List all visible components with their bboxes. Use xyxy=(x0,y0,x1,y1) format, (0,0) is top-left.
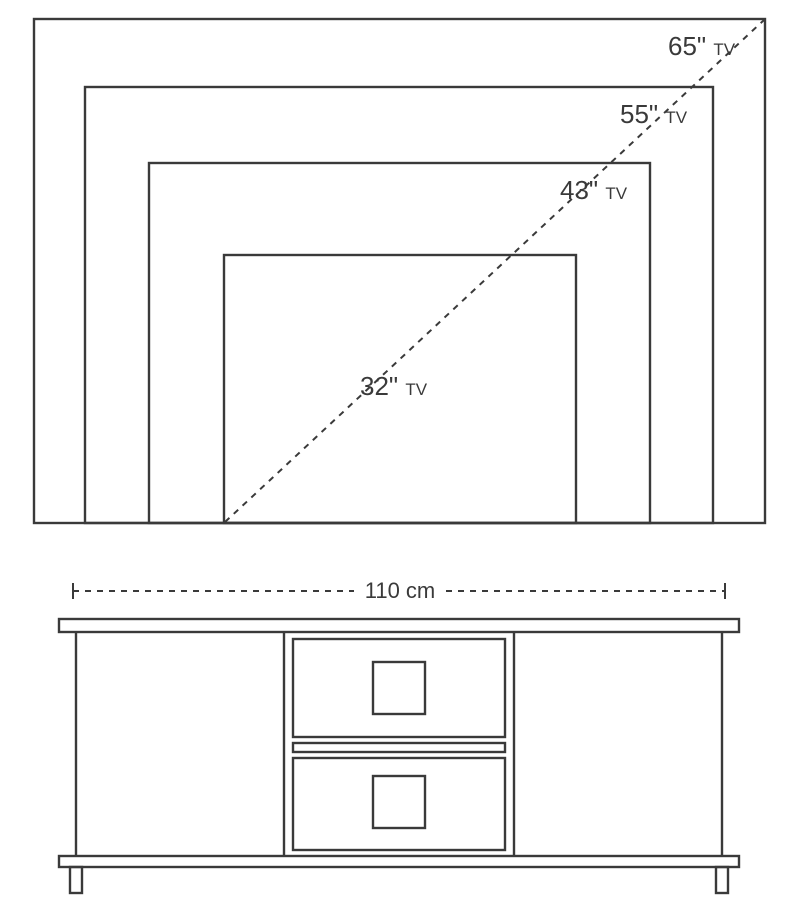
cabinet-bottom xyxy=(59,856,739,867)
cabinet xyxy=(59,619,739,893)
cabinet-mid-shelf xyxy=(293,743,505,752)
cabinet-leg xyxy=(716,867,728,893)
tv-size-label: 32" TV xyxy=(360,371,428,401)
tv-size-label: 55" TV xyxy=(620,99,688,129)
drawer-knob xyxy=(373,662,425,714)
tv-size-label: 65" TV xyxy=(668,31,736,61)
tv-box xyxy=(34,19,765,523)
width-label: 110 cm xyxy=(365,578,436,603)
cabinet-top xyxy=(59,619,739,632)
tv-size-label: 43" TV xyxy=(560,175,628,205)
drawer-front xyxy=(293,758,505,850)
drawer-knob xyxy=(373,776,425,828)
tv-diagonal xyxy=(225,20,764,522)
width-dimension: 110 cm xyxy=(73,578,725,603)
dimension-diagram: 65" TV 55" TV 43" TV 32" TV 110 cm xyxy=(0,0,800,904)
tv-box xyxy=(85,87,713,523)
tv-size-panel: 65" TV 55" TV 43" TV 32" TV xyxy=(34,19,765,523)
drawer-front xyxy=(293,639,505,737)
cabinet-leg xyxy=(70,867,82,893)
